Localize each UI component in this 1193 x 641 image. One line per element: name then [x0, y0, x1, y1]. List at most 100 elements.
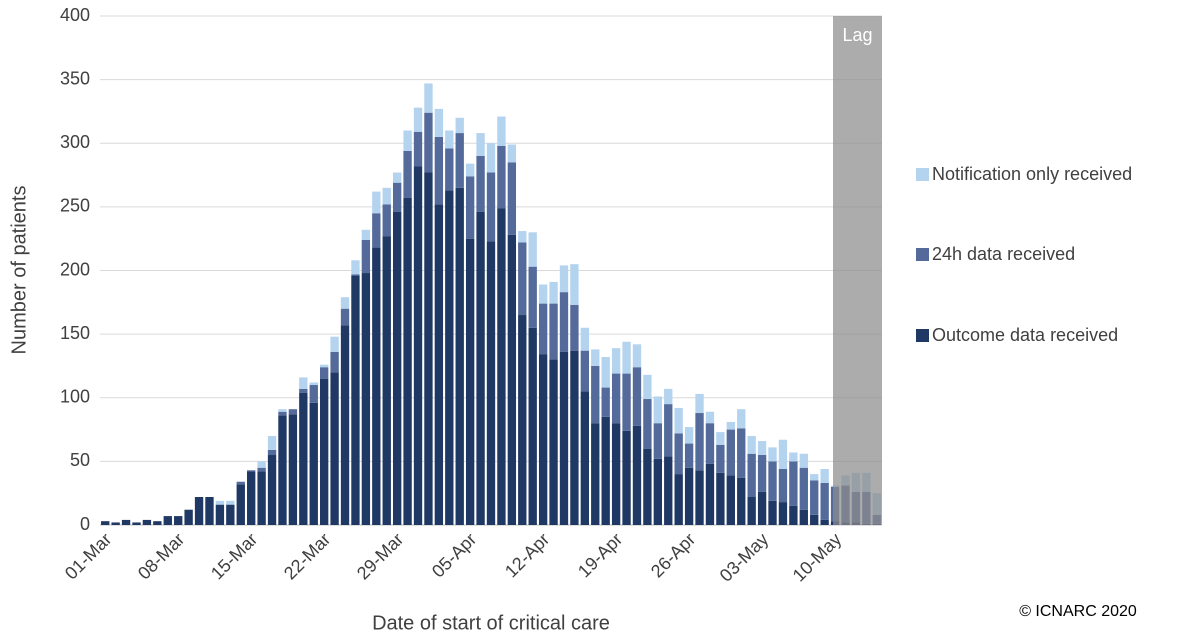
- bar-segment: [278, 415, 287, 525]
- bar-segment: [497, 116, 506, 146]
- bar-segment: [247, 470, 256, 472]
- bar-segment: [434, 204, 444, 525]
- legend-label: Notification only received: [932, 164, 1132, 184]
- bar-segment: [205, 497, 214, 525]
- bar-segment: [486, 172, 496, 242]
- y-tick-label: 350: [60, 68, 90, 88]
- bar-segment: [559, 292, 569, 352]
- bar-segment: [664, 404, 673, 457]
- bar-segment: [184, 509, 193, 525]
- bar-segment: [757, 455, 767, 492]
- bar-segment: [320, 364, 329, 368]
- bar-segment: [768, 500, 777, 525]
- y-tick-label: 50: [70, 450, 90, 470]
- bar-segment: [664, 456, 673, 525]
- bar-segment: [810, 474, 819, 481]
- y-tick-label: 200: [60, 259, 90, 279]
- bar-segment: [351, 275, 360, 525]
- bar-segment: [361, 273, 371, 525]
- bar-segment: [601, 416, 610, 525]
- bar-segment: [267, 455, 277, 525]
- bar-segment: [320, 378, 329, 525]
- bar-segment: [330, 351, 339, 373]
- bar-segment: [465, 163, 475, 177]
- bar-segment: [528, 266, 537, 328]
- x-tick-label: 15-Mar: [207, 529, 261, 583]
- bar-segment: [309, 385, 318, 403]
- bar-segment: [465, 238, 475, 525]
- bar-segment: [570, 350, 579, 525]
- bar-segment: [643, 399, 652, 449]
- bar-segment: [789, 461, 798, 506]
- bar-segment: [424, 112, 433, 173]
- bar-segment: [299, 388, 308, 393]
- bar-segment: [705, 411, 715, 424]
- bar-segment: [632, 344, 642, 368]
- bar-segment: [434, 108, 444, 137]
- bar-segment: [695, 470, 704, 525]
- bar-segment: [486, 241, 496, 526]
- bar-segment: [664, 388, 673, 405]
- bar-segment: [768, 461, 777, 501]
- bar-segment: [111, 522, 120, 525]
- bar-segment: [445, 130, 454, 149]
- bar-segment: [361, 239, 371, 274]
- bar-segment: [288, 409, 298, 415]
- bar-segment: [559, 351, 569, 525]
- bar-segment: [799, 453, 808, 468]
- bar-segment: [507, 234, 517, 525]
- bar-segment: [684, 427, 694, 444]
- bar-segment: [632, 367, 642, 426]
- bar-segment: [705, 463, 715, 525]
- bar-segment: [611, 348, 621, 374]
- bar-segment: [382, 236, 391, 525]
- bar-segment: [757, 441, 767, 456]
- bar-segment: [445, 190, 454, 525]
- x-tick-label: 01-Mar: [61, 529, 115, 583]
- bar-segment: [330, 336, 339, 352]
- bar-segment: [726, 421, 735, 430]
- lag-region: [833, 16, 882, 525]
- bar-segment: [372, 247, 381, 525]
- x-tick-label: 29-Mar: [353, 529, 407, 583]
- bar-segment: [820, 483, 829, 520]
- y-tick-label: 100: [60, 387, 90, 407]
- y-tick-label: 0: [80, 514, 90, 534]
- bar-segment: [653, 423, 662, 459]
- bar-segment: [403, 130, 412, 151]
- bar-segment: [236, 481, 245, 485]
- bar-segment: [445, 148, 454, 191]
- bar-segment: [267, 435, 277, 450]
- bar-segment: [320, 367, 329, 379]
- bar-segment: [257, 471, 266, 525]
- bar-segment: [768, 447, 777, 462]
- bar-segment: [351, 274, 360, 276]
- bar-segment: [309, 382, 318, 386]
- x-tick-label: 10-May: [789, 529, 846, 586]
- x-tick-label: 22-Mar: [280, 529, 334, 583]
- bar-segment: [611, 373, 621, 424]
- bar-segment: [591, 365, 600, 424]
- bar-segment: [486, 143, 496, 173]
- bar-segment: [174, 516, 183, 525]
- bar-segment: [424, 83, 433, 113]
- x-tick-label: 12-Apr: [501, 529, 553, 581]
- bar-segment: [622, 341, 631, 374]
- bar-segment: [559, 265, 569, 293]
- bar-segment: [549, 281, 558, 304]
- bar-segment: [570, 304, 579, 351]
- bar-segment: [778, 439, 788, 470]
- bar-segment: [810, 480, 819, 515]
- bar-segment: [674, 407, 683, 434]
- bar-segment: [549, 359, 558, 525]
- x-tick-label: 05-Apr: [428, 529, 480, 581]
- bar-segment: [778, 469, 788, 503]
- bar-segment: [643, 374, 652, 400]
- bar-segment: [528, 327, 537, 525]
- x-tick-label: 08-Mar: [134, 529, 188, 583]
- bar-segment: [215, 504, 225, 525]
- bar-segment: [789, 505, 798, 525]
- bar-segment: [580, 350, 590, 392]
- bar-segment: [684, 443, 694, 468]
- bar-segment: [372, 191, 381, 214]
